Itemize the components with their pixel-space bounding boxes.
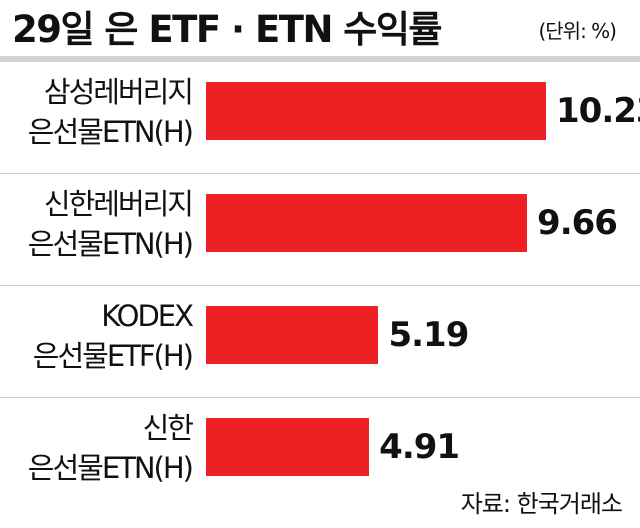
unit-label: (단위: %) — [538, 19, 617, 43]
category-label-line: 신한 — [142, 411, 194, 445]
chart-row: KODEX 은선물ETF(H) 5.19 — [0, 286, 640, 398]
bar — [206, 306, 379, 364]
data-label: 5.19 — [388, 315, 469, 355]
category-label-line: 은선물ETN(H) — [27, 115, 194, 149]
category-label-line: 신한레버리지 — [43, 187, 194, 221]
category-label-line: 은선물ETN(H) — [27, 451, 194, 485]
source-note: 자료: 한국거래소 — [460, 490, 623, 518]
data-label: 9.66 — [537, 203, 618, 243]
category-label-line: 은선물ETN(H) — [27, 227, 194, 261]
row-divider — [0, 397, 640, 398]
category-label: KODEX 은선물ETF(H) — [2, 296, 194, 376]
chart-title: 29일 은 ETF · ETN 수익률 — [12, 8, 442, 51]
row-divider — [0, 285, 640, 286]
bar — [206, 418, 370, 476]
category-label-line: KODEX — [101, 299, 194, 333]
data-label: 4.91 — [379, 427, 460, 467]
bar — [206, 82, 546, 140]
row-divider — [0, 173, 640, 174]
header-divider — [0, 56, 640, 62]
bar — [206, 194, 528, 252]
data-label: 10.23 — [556, 91, 640, 131]
chart-header: 29일 은 ETF · ETN 수익률 (단위: %) — [0, 0, 640, 62]
category-label-line: 삼성레버리지 — [43, 75, 194, 109]
category-label-line: 은선물ETF(H) — [32, 339, 194, 373]
